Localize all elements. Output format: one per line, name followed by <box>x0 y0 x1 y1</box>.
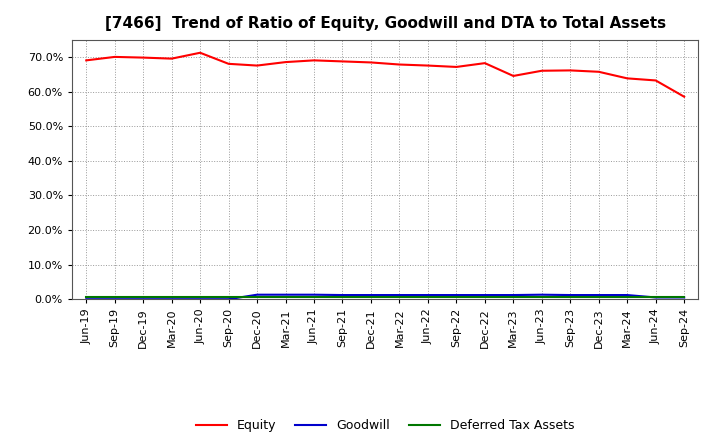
Goodwill <box>566 293 575 298</box>
Goodwill <box>652 295 660 300</box>
Deferred Tax Assets <box>310 294 318 299</box>
Goodwill <box>282 292 290 297</box>
Goodwill <box>537 292 546 297</box>
Deferred Tax Assets <box>196 294 204 299</box>
Equity <box>480 60 489 66</box>
Deferred Tax Assets <box>338 294 347 299</box>
Deferred Tax Assets <box>680 294 688 299</box>
Equity <box>680 94 688 99</box>
Deferred Tax Assets <box>395 294 404 299</box>
Equity <box>253 63 261 68</box>
Deferred Tax Assets <box>509 294 518 299</box>
Equity <box>509 73 518 79</box>
Deferred Tax Assets <box>452 294 461 299</box>
Deferred Tax Assets <box>282 294 290 299</box>
Goodwill <box>595 293 603 298</box>
Equity <box>652 78 660 83</box>
Deferred Tax Assets <box>110 294 119 299</box>
Line: Equity: Equity <box>86 53 684 97</box>
Equity <box>110 54 119 59</box>
Deferred Tax Assets <box>566 294 575 299</box>
Deferred Tax Assets <box>623 294 631 299</box>
Equity <box>452 64 461 70</box>
Equity <box>196 50 204 55</box>
Goodwill <box>395 293 404 298</box>
Deferred Tax Assets <box>167 294 176 299</box>
Goodwill <box>253 292 261 297</box>
Goodwill <box>338 293 347 298</box>
Title: [7466]  Trend of Ratio of Equity, Goodwill and DTA to Total Assets: [7466] Trend of Ratio of Equity, Goodwil… <box>104 16 666 32</box>
Deferred Tax Assets <box>652 294 660 299</box>
Equity <box>595 69 603 74</box>
Goodwill <box>366 293 375 298</box>
Equity <box>82 58 91 63</box>
Goodwill <box>110 297 119 302</box>
Equity <box>167 56 176 61</box>
Equity <box>537 68 546 73</box>
Goodwill <box>196 297 204 302</box>
Goodwill <box>680 295 688 300</box>
Legend: Equity, Goodwill, Deferred Tax Assets: Equity, Goodwill, Deferred Tax Assets <box>191 414 580 437</box>
Goodwill <box>509 293 518 298</box>
Deferred Tax Assets <box>253 294 261 299</box>
Equity <box>423 63 432 68</box>
Line: Goodwill: Goodwill <box>86 295 684 299</box>
Equity <box>139 55 148 60</box>
Deferred Tax Assets <box>225 294 233 299</box>
Equity <box>566 68 575 73</box>
Goodwill <box>480 293 489 298</box>
Goodwill <box>82 297 91 302</box>
Deferred Tax Assets <box>595 294 603 299</box>
Equity <box>310 58 318 63</box>
Equity <box>366 60 375 65</box>
Deferred Tax Assets <box>366 294 375 299</box>
Goodwill <box>225 297 233 302</box>
Goodwill <box>423 293 432 298</box>
Goodwill <box>139 297 148 302</box>
Goodwill <box>167 297 176 302</box>
Equity <box>338 59 347 64</box>
Equity <box>282 59 290 65</box>
Equity <box>395 62 404 67</box>
Equity <box>623 76 631 81</box>
Deferred Tax Assets <box>537 294 546 299</box>
Deferred Tax Assets <box>423 294 432 299</box>
Goodwill <box>623 293 631 298</box>
Goodwill <box>452 293 461 298</box>
Goodwill <box>310 292 318 297</box>
Equity <box>225 61 233 66</box>
Deferred Tax Assets <box>82 294 91 299</box>
Deferred Tax Assets <box>480 294 489 299</box>
Deferred Tax Assets <box>139 294 148 299</box>
